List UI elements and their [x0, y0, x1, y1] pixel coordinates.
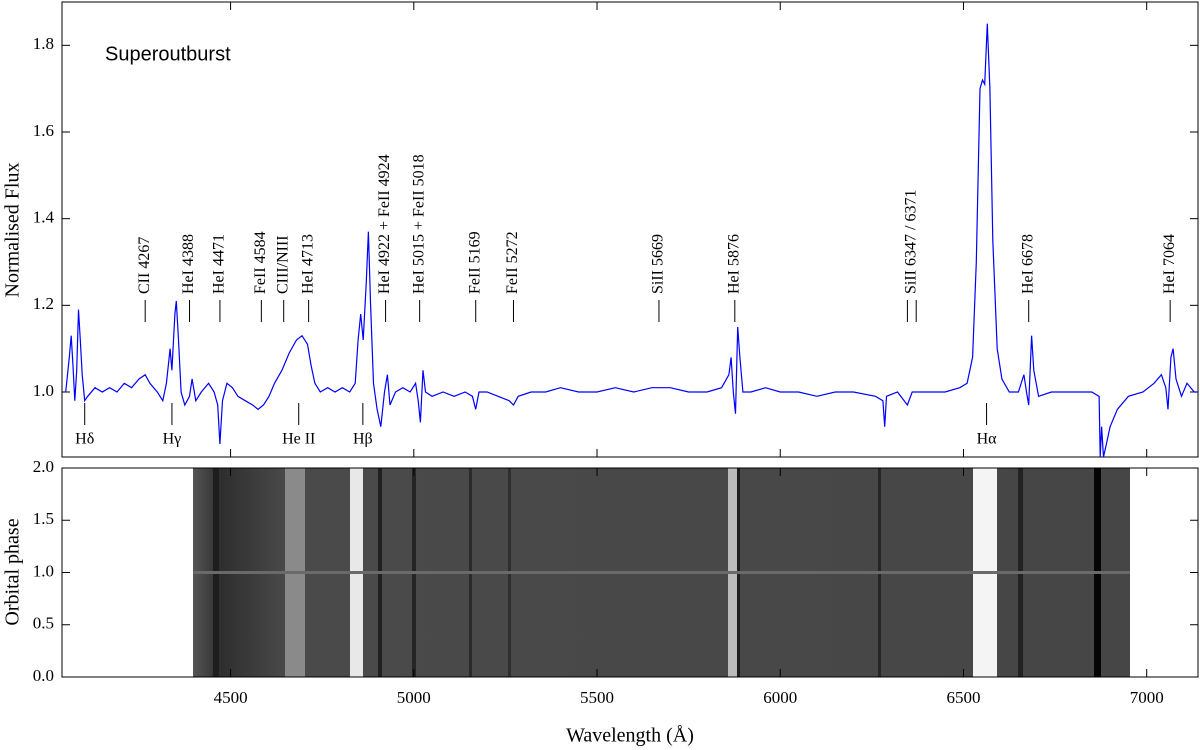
- line-label: HeI 6678: [1019, 234, 1036, 294]
- line-label: Hγ: [163, 431, 182, 448]
- y-tick-label: 1.2: [33, 294, 54, 313]
- line-label: HeI 5015 + FeII 5018: [410, 154, 427, 294]
- y-tick-label: 1.5: [33, 509, 54, 528]
- y-tick-label: 0.5: [33, 614, 54, 633]
- x-tick-label: 5500: [580, 688, 614, 707]
- x-tick-label: 4500: [214, 688, 248, 707]
- chart-title: Superoutburst: [105, 43, 231, 65]
- x-tick-label: 5000: [397, 688, 431, 707]
- y-axis-label: Normalised Flux: [2, 163, 24, 298]
- y-tick-label: 0.0: [33, 666, 54, 685]
- y-tick-label: 2.0: [33, 457, 54, 476]
- line-label: CIII/NIII: [274, 235, 291, 294]
- y-axis-label: Orbital phase: [2, 518, 24, 625]
- top-frame: [61, 1, 1199, 458]
- y-tick-label: 1.0: [33, 381, 54, 400]
- line-label: Hα: [977, 431, 998, 448]
- x-tick-label: 7000: [1130, 688, 1164, 707]
- x-axis-label: Wavelength (Å): [566, 725, 694, 747]
- line-label: FeII 4584: [252, 231, 269, 294]
- line-label: HeI 5876: [725, 234, 742, 294]
- line-label: HeI 4713: [299, 234, 316, 294]
- spectrum-line: [65, 23, 1198, 457]
- line-label: HeI 4471: [211, 234, 228, 294]
- x-tick-label: 6000: [763, 688, 797, 707]
- line-label: Hδ: [75, 431, 94, 448]
- line-label: SiII 6347 / 6371: [902, 190, 919, 294]
- line-label: FeII 5272: [504, 231, 521, 294]
- y-tick-label: 1.0: [33, 561, 54, 580]
- line-label: FeII 5169: [466, 231, 483, 294]
- trailed-spectrum: [193, 468, 1130, 677]
- line-label: HeI 4388: [180, 234, 197, 294]
- y-tick-label: 1.8: [33, 34, 54, 53]
- line-label: HeI 4922 + FeII 4924: [376, 154, 393, 294]
- line-label: HeI 7064: [1161, 234, 1178, 294]
- y-tick-label: 1.4: [33, 208, 55, 227]
- line-label: SiII 5669: [650, 234, 667, 294]
- y-tick-label: 1.6: [33, 121, 54, 140]
- x-tick-label: 6500: [946, 688, 980, 707]
- line-label: He II: [282, 431, 315, 448]
- line-label: Hβ: [353, 431, 373, 448]
- line-label: CII 4267: [136, 237, 153, 294]
